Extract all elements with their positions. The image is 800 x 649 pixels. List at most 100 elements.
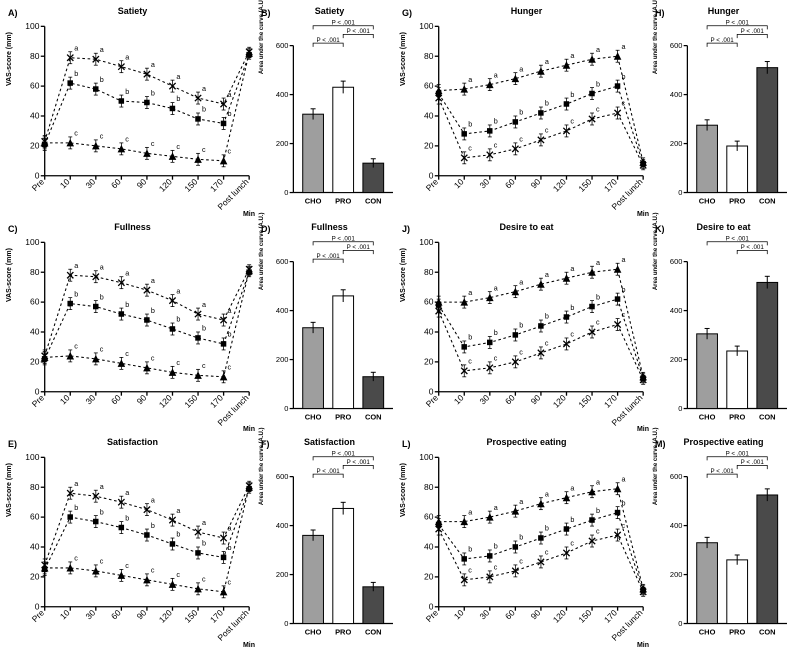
svg-text:170: 170	[602, 176, 619, 193]
svg-text:a: a	[202, 84, 206, 93]
svg-text:100: 100	[25, 237, 39, 247]
panel-title: Desire to eat	[655, 222, 792, 232]
svg-text:100: 100	[419, 21, 433, 31]
svg-text:a: a	[622, 475, 626, 484]
svg-text:80: 80	[424, 482, 434, 492]
svg-text:Pre: Pre	[424, 392, 441, 409]
svg-text:Pre: Pre	[424, 608, 441, 625]
panel-b: B)SatietyArea under the curve (A.U.)0200…	[261, 8, 398, 218]
svg-text:60: 60	[30, 296, 40, 306]
svg-text:a: a	[125, 52, 129, 61]
svg-text:Pre: Pre	[30, 176, 47, 193]
svg-text:c: c	[125, 562, 129, 571]
svg-text:c: c	[202, 575, 206, 584]
svg-text:0: 0	[678, 404, 682, 413]
svg-text:c: c	[151, 353, 155, 362]
svg-text:400: 400	[276, 306, 288, 315]
svg-text:60: 60	[424, 512, 434, 522]
svg-text:600: 600	[670, 257, 682, 266]
svg-text:b: b	[228, 329, 232, 338]
svg-text:a: a	[202, 518, 206, 527]
svg-text:P < .001: P < .001	[317, 37, 341, 44]
panel-l: L)Prospective eatingVAS-score (mm)Min020…	[402, 439, 651, 649]
x-axis-label: Min	[243, 426, 255, 433]
svg-text:b: b	[494, 542, 498, 551]
svg-text:b: b	[74, 289, 78, 298]
svg-text:a: a	[74, 43, 78, 52]
svg-text:c: c	[622, 521, 626, 530]
svg-text:Pre: Pre	[30, 392, 47, 409]
svg-text:P < .001: P < .001	[317, 253, 341, 260]
svg-text:c: c	[176, 142, 180, 151]
svg-text:b: b	[596, 506, 600, 515]
svg-text:b: b	[151, 88, 155, 97]
svg-text:c: c	[596, 317, 600, 326]
svg-text:c: c	[519, 135, 523, 144]
svg-text:b: b	[570, 302, 574, 311]
svg-text:80: 80	[30, 51, 40, 61]
svg-text:c: c	[176, 358, 180, 367]
svg-text:600: 600	[276, 257, 288, 266]
svg-text:c: c	[519, 557, 523, 566]
svg-text:400: 400	[276, 521, 288, 530]
svg-text:c: c	[228, 147, 232, 156]
svg-text:c: c	[545, 338, 549, 347]
svg-text:0: 0	[284, 188, 288, 197]
svg-text:a: a	[228, 90, 232, 99]
svg-text:b: b	[228, 544, 232, 553]
svg-text:a: a	[468, 75, 472, 84]
svg-text:c: c	[494, 563, 498, 572]
panel-title: Satisfaction	[261, 437, 398, 447]
line-chart: 020406080100Pre10306090120150170Post lun…	[402, 8, 651, 218]
svg-text:b: b	[545, 311, 549, 320]
y-axis-label: Area under the curve (A.U.)	[259, 0, 265, 74]
svg-text:600: 600	[670, 41, 682, 50]
svg-text:150: 150	[182, 392, 199, 409]
y-axis-label: Area under the curve (A.U.)	[653, 0, 659, 74]
svg-text:60: 60	[424, 81, 434, 91]
panel-d: D)FullnessArea under the curve (A.U.)020…	[261, 224, 398, 434]
bar-chart: 0200400600CHOPROCONP < .001P < .001P < .…	[261, 439, 398, 649]
svg-text:c: c	[570, 329, 574, 338]
svg-text:b: b	[468, 545, 472, 554]
svg-text:c: c	[494, 353, 498, 362]
svg-text:b: b	[519, 108, 523, 117]
svg-text:a: a	[100, 482, 104, 491]
svg-text:a: a	[125, 488, 129, 497]
panel-g: G)HungerVAS-score (mm)Min020406080100Pre…	[402, 8, 651, 218]
svg-text:a: a	[74, 261, 78, 270]
svg-text:40: 40	[424, 111, 434, 121]
svg-text:a: a	[176, 506, 180, 515]
svg-text:a: a	[596, 45, 600, 54]
svg-text:b: b	[176, 530, 180, 539]
svg-text:a: a	[570, 484, 574, 493]
svg-text:c: c	[468, 566, 472, 575]
svg-text:c: c	[151, 139, 155, 148]
svg-text:Pre: Pre	[424, 176, 441, 193]
line-chart: 020406080100Pre10306090120150170Post lun…	[402, 439, 651, 649]
panel-title: Satiety	[261, 6, 398, 16]
svg-text:20: 20	[30, 356, 40, 366]
x-axis-label: Min	[243, 211, 255, 218]
svg-text:c: c	[596, 527, 600, 536]
svg-text:170: 170	[602, 392, 619, 409]
svg-text:0: 0	[678, 619, 682, 628]
svg-text:PRO: PRO	[335, 412, 351, 421]
svg-text:c: c	[74, 341, 78, 350]
svg-text:b: b	[519, 320, 523, 329]
svg-text:80: 80	[424, 267, 434, 277]
bar-chart: 0200400600CHOPROCONP < .001P < .001P < .…	[261, 224, 398, 434]
svg-text:b: b	[100, 508, 104, 517]
svg-text:a: a	[151, 276, 155, 285]
svg-text:P < .001: P < .001	[741, 244, 765, 251]
svg-text:80: 80	[30, 482, 40, 492]
line-chart: 020406080100Pre10306090120150170Post lun…	[8, 224, 257, 434]
bar-chart: 0200400600CHOPROCONP < .001P < .001P < .…	[655, 8, 792, 218]
svg-text:a: a	[494, 503, 498, 512]
svg-text:20: 20	[424, 572, 434, 582]
panel-k: K)Desire to eatArea under the curve (A.U…	[655, 224, 792, 434]
svg-text:100: 100	[25, 21, 39, 31]
svg-text:CON: CON	[759, 412, 776, 421]
svg-text:c: c	[622, 310, 626, 319]
svg-text:170: 170	[208, 392, 225, 409]
